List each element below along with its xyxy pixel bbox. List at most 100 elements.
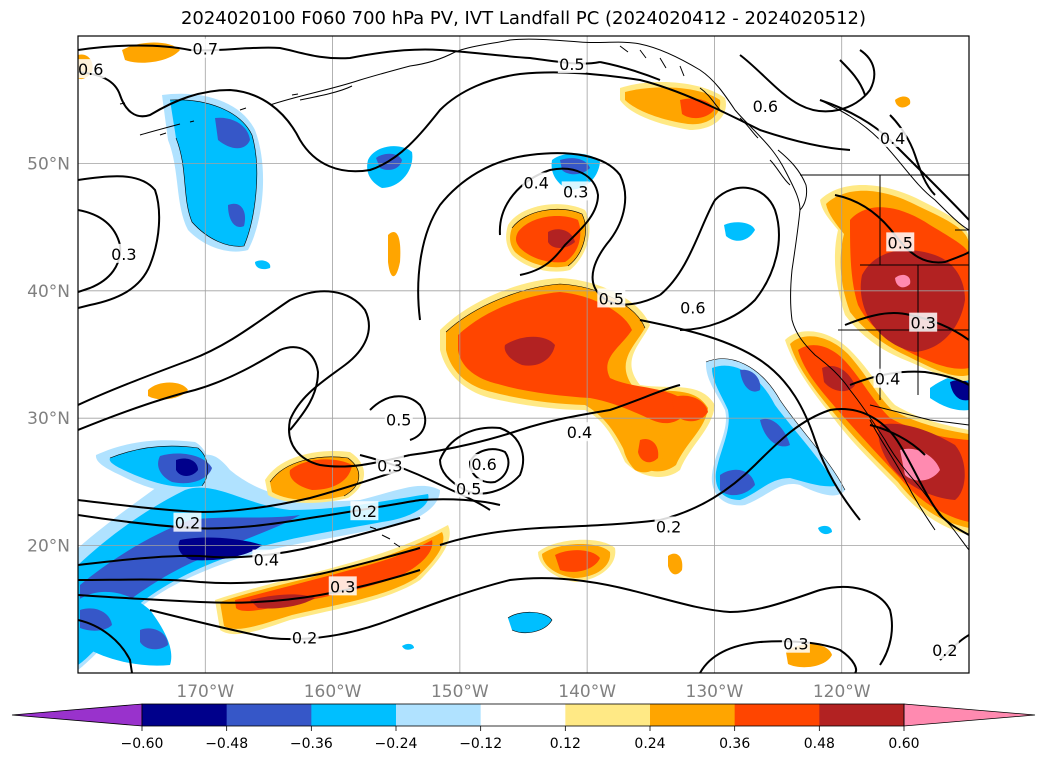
warm-fill-southwest-us-pink [900, 448, 940, 481]
contour-line-0-4-central [409, 384, 681, 456]
x-tick-label: 120°W [813, 682, 871, 702]
blue-fill-southwest-core-2 [140, 628, 168, 650]
contour-label: 0.2 [654, 516, 683, 536]
warm-fill-pacific-coast-pink [895, 274, 911, 288]
colorbar-tick-label: −0.48 [205, 736, 248, 752]
contour-line-0-5-north [599, 61, 661, 81]
colorbar: −0.60 −0.48 −0.36 −0.24 −0.12 0.12 0.24 0.36 0.4… [11, 703, 1036, 752]
blue-fill-north-central-core [560, 158, 590, 175]
colorbar-tick-label: −0.60 [121, 736, 164, 752]
alaska-fjords [619, 45, 685, 77]
blue-fill-small-dot [255, 260, 271, 270]
contour-line-0-5-central [369, 395, 427, 441]
svg-text:0.6: 0.6 [753, 97, 778, 116]
warm-fill-central-mass-core [458, 292, 690, 424]
contour-label: 0.2 [930, 640, 959, 660]
contour-line-0-6-central [659, 186, 780, 331]
contour-label: 0.2 [290, 627, 319, 647]
svg-text:0.2: 0.2 [292, 628, 317, 647]
warm-fill-south-band-core [235, 540, 433, 611]
contour-label: 0.5 [597, 288, 626, 308]
svg-text:0.2: 0.2 [352, 502, 377, 521]
svg-text:0.5: 0.5 [386, 410, 411, 429]
svg-text:0.3: 0.3 [563, 182, 588, 201]
colorbar-tick-label: 0.60 [888, 736, 919, 752]
contour-line-0-4-ne [819, 99, 969, 221]
contour-line-0-4-coast [849, 370, 969, 386]
svg-text:0.4: 0.4 [880, 129, 905, 148]
svg-text:0.6: 0.6 [680, 298, 705, 317]
colorbar-extend-low [11, 703, 143, 727]
contour-label: 0.4 [873, 368, 902, 389]
y-tick-label: 40°N [27, 282, 70, 302]
x-tick-label: 130°W [686, 682, 744, 702]
colorbar-tick-label: 0.48 [804, 736, 835, 752]
contour-label: 0.6 [470, 454, 499, 474]
shading-outlines [109, 99, 846, 633]
svg-text:0.3: 0.3 [377, 456, 402, 475]
colorbar-swatch [565, 704, 651, 726]
blue-fill-north-pacific-strip-core [215, 117, 250, 149]
contour-line-0-2-mid [78, 498, 501, 530]
colorbar-swatch [734, 704, 820, 726]
warm-fill-south-dot [668, 553, 683, 575]
svg-text:0.4: 0.4 [567, 423, 592, 442]
colorbar-swatch [226, 704, 312, 726]
contour-label: 0.3 [781, 633, 810, 654]
blue-fill-southwest-core [80, 608, 112, 631]
colorbar-swatch [819, 704, 905, 726]
colorbar-tick-label: −0.12 [459, 736, 502, 752]
warm-fill-central-mass-darkest [504, 336, 555, 366]
blue-fill-dot-east [724, 222, 755, 241]
x-tick-labels: 170°W 160°W 150°W 140°W 130°W 120°W [176, 682, 870, 702]
contour-line-0-5-coast [834, 194, 969, 264]
blue-fill-east-dot [818, 525, 832, 535]
warm-fill-midlat-blob-darkest [548, 229, 575, 248]
contour-line-0-4-loop [78, 346, 320, 431]
contour-label: 0.2 [173, 512, 202, 533]
contour-label: 0.3 [109, 243, 138, 264]
y-tick-label: 30°N [27, 409, 70, 429]
contour-label: 0.4 [522, 172, 551, 193]
contour-line-0-7 [78, 44, 601, 65]
coastline-alaska-peninsula [139, 85, 353, 136]
contour-line-0-4-coast-south [869, 424, 926, 456]
colorbar-swatch [396, 704, 482, 726]
border-states [838, 175, 969, 400]
aleutian-islands [119, 93, 299, 136]
chart-title: 2024020100 F060 700 hPa PV, IVT Landfall… [180, 8, 867, 29]
contour-label: 0.3 [561, 181, 590, 201]
coastline-vancouver [777, 149, 808, 211]
contour-line-0-3-west [78, 175, 161, 309]
colorbar-tick-label: 0.12 [550, 736, 581, 752]
pv-shading-layer [78, 42, 969, 670]
svg-text:0.2: 0.2 [175, 514, 200, 533]
y-tick-label: 50°N [27, 154, 70, 174]
coastline-baja [869, 419, 936, 531]
warm-fill-small-sliver [388, 232, 401, 277]
blue-fill-east-region-core [740, 369, 761, 392]
warm-fill-canada-dot [895, 96, 911, 108]
x-tick-label: 170°W [176, 682, 234, 702]
colorbar-swatch [311, 704, 397, 726]
y-tick-labels: 20°N 30°N 40°N 50°N [27, 154, 70, 556]
contour-label: 0.3 [375, 455, 404, 475]
graticule-grid [78, 36, 969, 673]
colorbar-swatch [480, 704, 566, 726]
svg-text:0.2: 0.2 [656, 517, 681, 536]
svg-text:0.4: 0.4 [524, 174, 549, 193]
colorbar-tick-label: −0.36 [290, 736, 333, 752]
contour-label: 0.4 [565, 422, 594, 442]
x-tick-label: 160°W [304, 682, 362, 702]
contour-line-0-3-loop [78, 290, 411, 468]
border-bc [819, 99, 969, 231]
contour-line-0-6-east [889, 114, 936, 196]
svg-text:0.7: 0.7 [193, 40, 218, 59]
contour-line-0-3-sw-loop [78, 619, 133, 673]
contour-line-0-3-south [78, 547, 421, 585]
svg-text:0.5: 0.5 [599, 289, 624, 308]
contour-label: 0.5 [454, 478, 483, 498]
contour-line-0-6-east-north [839, 59, 866, 96]
svg-text:0.5: 0.5 [456, 479, 481, 498]
